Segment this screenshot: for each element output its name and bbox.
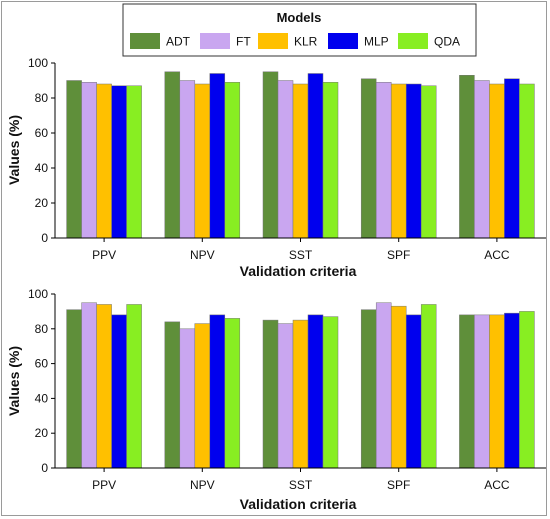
chart-bottom-bar-sst-mlp — [307, 314, 324, 469]
chart-bottom-bar-acc-ft — [474, 314, 490, 469]
chart-bottom-bar-ppv-klr — [96, 304, 112, 469]
chart-top-ytick-label-0: 0 — [41, 231, 48, 245]
chart-top-bar-npv-ft — [179, 80, 196, 239]
legend-title: Models — [277, 10, 322, 25]
chart-top-bar-acc-mlp — [504, 78, 520, 239]
legend-label-ft: FT — [236, 35, 251, 49]
chart-top-bar-acc-ft — [474, 80, 490, 239]
chart-top-ytick-label-100: 100 — [28, 56, 48, 70]
chart-bottom-bar-sst-adt — [262, 319, 279, 469]
chart-top-xtick-label-npv: NPV — [190, 248, 215, 262]
chart-bottom-bar-spf-mlp — [405, 314, 422, 469]
chart-bottom-xtick-label-acc: ACC — [484, 478, 510, 492]
chart-bottom-bar-npv-mlp — [209, 314, 226, 469]
chart-bottom-bar-npv-adt — [164, 321, 181, 469]
chart-top-ylabel: Values (%) — [6, 115, 22, 185]
chart-top-ytick-label-40: 40 — [35, 161, 49, 175]
chart-top-bar-acc-klr — [489, 83, 505, 239]
chart-bottom-bar-sst-klr — [292, 319, 309, 469]
legend-label-qda: QDA — [434, 35, 460, 49]
chart-top-bar-ppv-mlp — [111, 85, 127, 239]
chart-top-bar-sst-mlp — [307, 73, 324, 239]
chart-bottom-bar-acc-mlp — [504, 312, 520, 469]
chart-top-ytick-label-20: 20 — [35, 196, 49, 210]
chart-top-bar-npv-mlp — [209, 73, 226, 239]
chart-bottom-bar-ppv-qda — [126, 304, 142, 469]
chart-bottom-bar-npv-qda — [224, 318, 241, 469]
chart-top-bar-ppv-klr — [96, 83, 112, 239]
chart-top-bar-npv-klr — [194, 83, 211, 239]
chart-top-ytick-label-60: 60 — [35, 126, 49, 140]
chart-top-bar-sst-ft — [277, 80, 294, 239]
chart-top-xtick-label-ppv: PPV — [92, 248, 116, 262]
chart-top-ytick-label-80: 80 — [35, 91, 49, 105]
chart-bottom-xtick-label-ppv: PPV — [92, 478, 116, 492]
chart-bottom-ytick-label-40: 40 — [35, 391, 49, 405]
chart-top-bar-npv-qda — [224, 82, 241, 239]
legend-label-mlp: MLP — [364, 35, 389, 49]
chart-top-xtick-label-sst: SST — [289, 248, 313, 262]
chart-top-bar-spf-adt — [360, 78, 377, 239]
legend-swatch-adt — [130, 33, 160, 49]
chart-top-bar-ppv-adt — [66, 80, 82, 239]
chart-bottom-ytick-label-100: 100 — [28, 287, 48, 301]
chart-top-bar-spf-klr — [390, 83, 407, 239]
legend: Models ADT FT KLR MLP QDA — [122, 3, 477, 57]
chart-bottom-bar-acc-adt — [459, 314, 475, 469]
legend-swatch-mlp — [328, 33, 358, 49]
legend-label-adt: ADT — [166, 35, 191, 49]
chart-top-bar-ppv-qda — [126, 85, 142, 239]
chart-top-bar-ppv-ft — [81, 82, 97, 239]
legend-label-klr: KLR — [294, 35, 318, 49]
legend-items: ADT FT KLR MLP QDA — [130, 33, 460, 49]
chart-bottom-bar-npv-ft — [179, 328, 196, 469]
chart-top-bar-spf-ft — [375, 82, 392, 239]
chart-top-bar-npv-adt — [164, 71, 181, 239]
chart-bottom-bar-sst-qda — [322, 316, 339, 469]
legend-swatch-ft — [200, 33, 230, 49]
chart-top-xtick-label-spf: SPF — [387, 248, 410, 262]
chart-bottom: Validation criteria Values (%) 0 20 40 60 80… — [6, 287, 546, 512]
chart-bottom-bar-spf-ft — [375, 302, 392, 469]
chart-top-bar-spf-mlp — [405, 83, 422, 239]
chart-bottom-bar-sst-ft — [277, 323, 294, 469]
chart-top-bar-acc-adt — [459, 75, 475, 239]
chart-top-xlabel: Validation criteria — [240, 263, 357, 279]
legend-swatch-klr — [258, 33, 288, 49]
chart-bottom-bar-ppv-mlp — [111, 314, 127, 469]
chart-bottom-bar-acc-klr — [489, 314, 505, 469]
chart-bottom-bar-spf-adt — [360, 309, 377, 469]
chart-top-bar-sst-qda — [322, 82, 339, 239]
chart-bottom-ytick-label-20: 20 — [35, 426, 49, 440]
chart-bottom-bar-acc-qda — [519, 311, 535, 469]
chart-top-bar-sst-adt — [262, 71, 279, 239]
chart-bottom-ytick-label-0: 0 — [41, 461, 48, 475]
chart-top-bar-sst-klr — [292, 83, 309, 239]
chart-bottom-xlabel: Validation criteria — [240, 496, 357, 512]
chart-bottom-bar-spf-qda — [420, 304, 437, 469]
chart-top: Validation criteria Values (%) 0 20 40 60 80… — [6, 56, 546, 279]
chart-top-xtick-label-acc: ACC — [484, 248, 510, 262]
chart-bottom-ytick-label-80: 80 — [35, 322, 49, 336]
chart-top-bar-spf-qda — [420, 85, 437, 239]
chart-bottom-bar-ppv-adt — [66, 309, 82, 469]
chart-bottom-ylabel: Values (%) — [6, 346, 22, 416]
legend-swatch-qda — [398, 33, 428, 49]
chart-bottom-bar-npv-klr — [194, 323, 211, 469]
chart-top-bar-acc-qda — [519, 83, 535, 239]
chart-bottom-ytick-label-60: 60 — [35, 357, 49, 371]
chart-bottom-bar-ppv-ft — [81, 302, 97, 469]
chart-bottom-bar-spf-klr — [390, 305, 407, 469]
chart-bottom-xtick-label-npv: NPV — [190, 478, 215, 492]
chart-bottom-xtick-label-spf: SPF — [387, 478, 410, 492]
chart-bottom-xtick-label-sst: SST — [289, 478, 313, 492]
